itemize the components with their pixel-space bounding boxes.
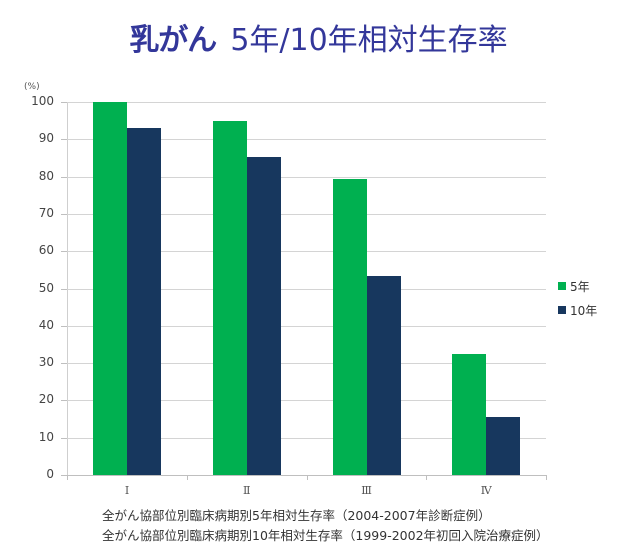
y-tick	[61, 400, 67, 402]
y-tick-label: 30	[38, 355, 54, 370]
legend-item-5yr: 5年	[558, 274, 597, 298]
gridline	[67, 213, 546, 215]
y-tick-label: 0	[46, 467, 54, 481]
y-tick	[61, 251, 67, 253]
gridline	[67, 139, 546, 141]
chart-title-cancer-type: 乳がん	[129, 23, 217, 58]
y-tick-label: 100	[31, 94, 54, 108]
gridline	[67, 288, 546, 290]
y-tick-label: 40	[38, 317, 54, 332]
y-tick-label: 80	[38, 168, 54, 183]
bar-10yr-stage-3	[366, 275, 401, 475]
gridline	[67, 437, 546, 439]
x-tick	[306, 475, 308, 480]
y-tick-label: 10	[38, 429, 54, 444]
x-category-label: Ⅳ	[480, 484, 492, 497]
y-axis-unit: (%)	[24, 82, 40, 92]
x-tick	[426, 475, 428, 480]
legend-label-10yr: 10年	[570, 303, 598, 318]
gridline	[67, 363, 546, 365]
legend-swatch-10yr	[558, 306, 566, 314]
y-tick-label: 20	[38, 392, 54, 407]
legend-swatch-5yr	[558, 282, 566, 290]
legend: 5年 10年	[558, 274, 597, 322]
source-notes: 全がん協部位別臨床病期別5年相対生存率（2004-2007年診断症例） 全がん協…	[102, 506, 549, 546]
legend-label-5yr: 5年	[570, 279, 590, 294]
x-tick	[186, 475, 188, 480]
source-note-10yr: 全がん協部位別臨床病期別10年相対生存率（1999-2002年初回入院治療症例）	[102, 528, 549, 543]
gridline	[67, 400, 546, 402]
bar-5yr-stage-4	[452, 354, 487, 475]
bar-10yr-stage-4	[486, 417, 521, 475]
y-tick-label: 60	[38, 243, 54, 258]
bar-5yr-stage-3	[332, 179, 367, 475]
legend-item-10yr: 10年	[558, 298, 597, 322]
bar-5yr-stage-1	[93, 102, 127, 475]
y-tick	[61, 139, 67, 141]
y-tick-label: 90	[38, 131, 54, 146]
y-tick	[61, 437, 67, 439]
gridline	[67, 102, 546, 103]
y-tick	[61, 176, 67, 178]
chart-title: 乳がん 5年/10年相対生存率	[0, 22, 637, 60]
bar-10yr-stage-2	[246, 157, 281, 475]
y-tick	[61, 213, 67, 215]
gridline	[67, 176, 546, 178]
y-tick-label: 70	[38, 205, 54, 220]
x-category-label: Ⅱ	[243, 484, 251, 497]
plot-area	[61, 102, 547, 480]
bar-10yr-stage-1	[127, 127, 161, 475]
source-note-5yr: 全がん協部位別臨床病期別5年相対生存率（2004-2007年診断症例）	[102, 508, 491, 523]
x-category-label: Ⅲ	[361, 484, 372, 497]
y-tick	[61, 288, 67, 290]
y-tick-label: 50	[38, 280, 54, 295]
gridline	[67, 325, 546, 327]
y-tick	[61, 102, 67, 103]
y-tick	[61, 363, 67, 365]
bar-5yr-stage-2	[212, 121, 247, 475]
gridline	[67, 251, 546, 253]
x-tick	[67, 475, 68, 480]
chart-title-subtitle: 5年/10年相対生存率	[230, 23, 508, 58]
y-tick	[61, 325, 67, 327]
y-tick	[61, 475, 67, 476]
x-tick	[546, 475, 547, 480]
x-category-label: Ⅰ	[124, 484, 130, 497]
